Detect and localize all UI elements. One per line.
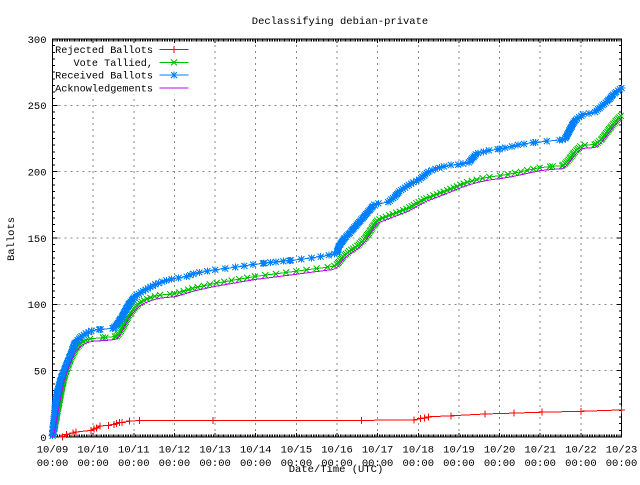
svg-text:10/18: 10/18 xyxy=(403,444,435,456)
svg-text:00:00: 00:00 xyxy=(281,458,313,470)
svg-text:00:00: 00:00 xyxy=(199,458,231,470)
svg-text:10/10: 10/10 xyxy=(77,444,109,456)
svg-text:Vote Tallied,: Vote Tallied, xyxy=(74,58,153,70)
svg-text:00:00: 00:00 xyxy=(240,458,272,470)
svg-text:00:00: 00:00 xyxy=(77,458,109,470)
svg-text:00:00: 00:00 xyxy=(606,458,638,470)
svg-text:250: 250 xyxy=(28,101,47,113)
svg-text:00:00: 00:00 xyxy=(484,458,516,470)
svg-text:10/11: 10/11 xyxy=(118,444,150,456)
svg-text:150: 150 xyxy=(28,234,47,246)
svg-text:Received Ballots: Received Ballots xyxy=(55,71,153,83)
svg-text:10/17: 10/17 xyxy=(362,444,394,456)
svg-text:200: 200 xyxy=(28,168,47,180)
svg-text:50: 50 xyxy=(34,367,47,379)
svg-text:10/14: 10/14 xyxy=(240,444,272,456)
svg-text:10/21: 10/21 xyxy=(524,444,556,456)
svg-text:10/19: 10/19 xyxy=(443,444,475,456)
svg-text:00:00: 00:00 xyxy=(159,458,191,470)
svg-text:00:00: 00:00 xyxy=(403,458,435,470)
svg-text:Declassifying debian-private: Declassifying debian-private xyxy=(252,16,428,28)
svg-text:Date/Time (UTC): Date/Time (UTC) xyxy=(289,464,384,476)
svg-text:00:00: 00:00 xyxy=(118,458,150,470)
svg-text:00:00: 00:00 xyxy=(37,458,69,470)
svg-text:00:00: 00:00 xyxy=(524,458,556,470)
svg-text:00:00: 00:00 xyxy=(321,458,353,470)
svg-text:10/13: 10/13 xyxy=(199,444,231,456)
svg-text:10/22: 10/22 xyxy=(565,444,597,456)
svg-text:100: 100 xyxy=(28,300,47,312)
svg-text:300: 300 xyxy=(28,35,47,47)
svg-text:10/12: 10/12 xyxy=(159,444,191,456)
svg-text:Acknowledgements: Acknowledgements xyxy=(55,84,153,96)
svg-text:00:00: 00:00 xyxy=(565,458,597,470)
svg-text:Ballots: Ballots xyxy=(6,217,18,261)
svg-text:10/23: 10/23 xyxy=(606,444,638,456)
svg-text:10/09: 10/09 xyxy=(37,444,69,456)
svg-text:00:00: 00:00 xyxy=(362,458,394,470)
svg-text:10/15: 10/15 xyxy=(281,444,313,456)
svg-text:00:00: 00:00 xyxy=(443,458,475,470)
svg-text:Rejected Ballots: Rejected Ballots xyxy=(55,45,153,57)
svg-text:10/16: 10/16 xyxy=(321,444,353,456)
svg-text:10/20: 10/20 xyxy=(484,444,516,456)
svg-text:0: 0 xyxy=(40,433,46,445)
